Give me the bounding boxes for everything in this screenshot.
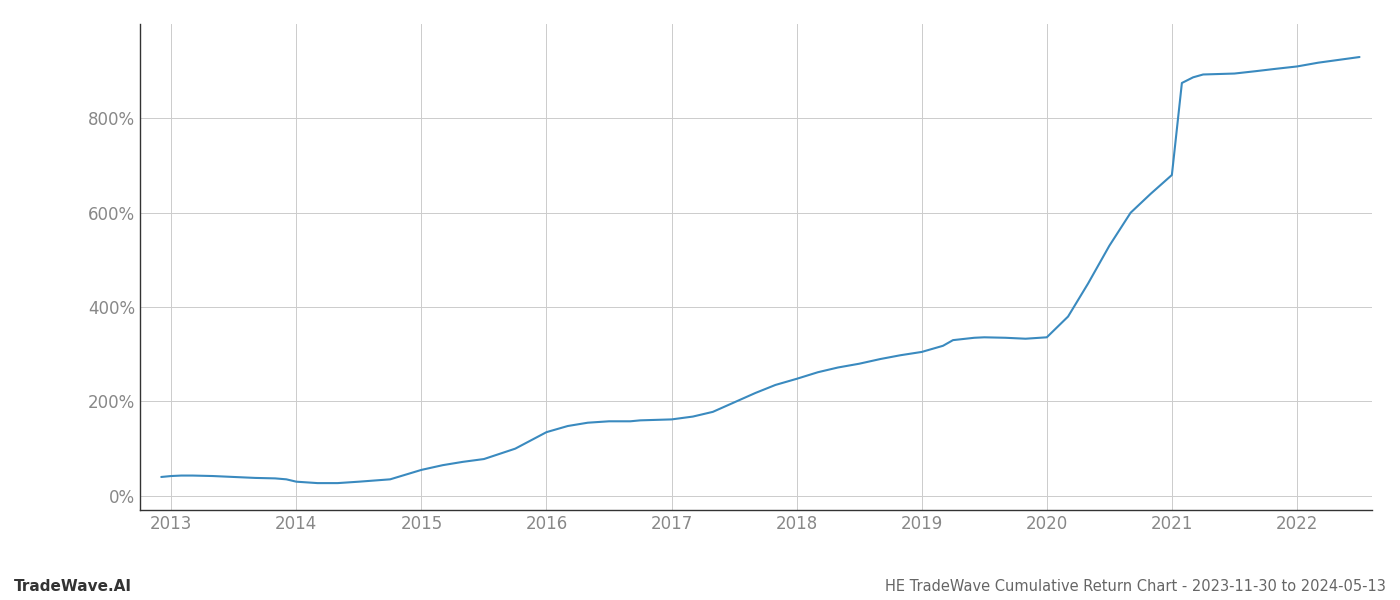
Text: TradeWave.AI: TradeWave.AI [14,579,132,594]
Text: HE TradeWave Cumulative Return Chart - 2023-11-30 to 2024-05-13: HE TradeWave Cumulative Return Chart - 2… [885,579,1386,594]
